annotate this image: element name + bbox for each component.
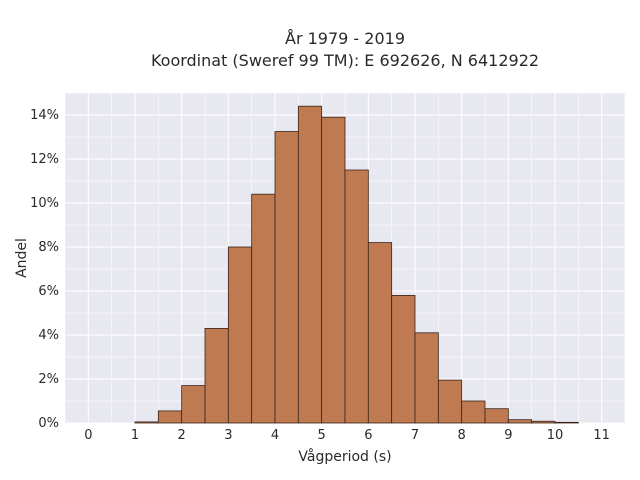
y-tick-label: 6%	[38, 284, 59, 299]
histogram-bar	[157, 410, 183, 424]
histogram-bar	[437, 379, 463, 424]
chart-title-line2: Koordinat (Sweref 99 TM): E 692626, N 64…	[150, 51, 540, 70]
x-tick-label: 3	[224, 428, 232, 443]
x-tick-label: 2	[178, 428, 186, 443]
histogram-bar	[344, 169, 369, 424]
histogram-bar	[181, 385, 206, 424]
histogram-bar	[134, 421, 159, 424]
y-tick-label: 0%	[38, 416, 59, 431]
histogram-bar	[297, 105, 323, 424]
x-tick-label: 6	[364, 428, 372, 443]
histogram-bar	[367, 242, 393, 424]
histogram-bar	[321, 116, 346, 424]
y-tick-label: 12%	[30, 152, 59, 167]
x-axis-label: Vågperiod (s)	[298, 448, 391, 465]
x-axis-ticks: 0 1 2 3 4 5 6 7 8 9 10 11	[84, 428, 610, 443]
histogram-bar	[251, 193, 276, 424]
histogram-bar	[391, 294, 416, 424]
histogram-bar	[484, 408, 509, 424]
x-tick-label: 5	[318, 428, 326, 443]
y-tick-label: 8%	[38, 240, 59, 255]
x-tick-label: 11	[593, 428, 610, 443]
y-axis-ticks: 0% 2% 4% 6% 8% 10% 12% 14%	[30, 108, 59, 431]
y-tick-label: 14%	[30, 108, 59, 123]
chart-title-line1: År 1979 - 2019	[285, 29, 405, 48]
histogram-bar	[507, 419, 533, 424]
histogram-bar	[274, 131, 299, 424]
x-tick-label: 1	[131, 428, 139, 443]
x-tick-label: 10	[547, 428, 564, 443]
y-tick-label: 2%	[38, 372, 59, 387]
x-tick-label: 4	[271, 428, 279, 443]
histogram-bars	[134, 105, 579, 424]
histogram-bar	[461, 400, 486, 424]
x-tick-label: 0	[84, 428, 92, 443]
x-tick-label: 7	[411, 428, 419, 443]
histogram-bar	[531, 420, 556, 424]
x-tick-label: 9	[504, 428, 512, 443]
histogram-bar	[204, 327, 229, 424]
histogram-bar	[227, 246, 253, 424]
x-tick-label: 8	[458, 428, 466, 443]
histogram-bar	[554, 421, 579, 424]
y-axis-label: Andel	[14, 238, 30, 278]
y-tick-label: 4%	[38, 328, 59, 343]
histogram-bar	[414, 332, 439, 424]
y-tick-label: 10%	[30, 196, 59, 211]
